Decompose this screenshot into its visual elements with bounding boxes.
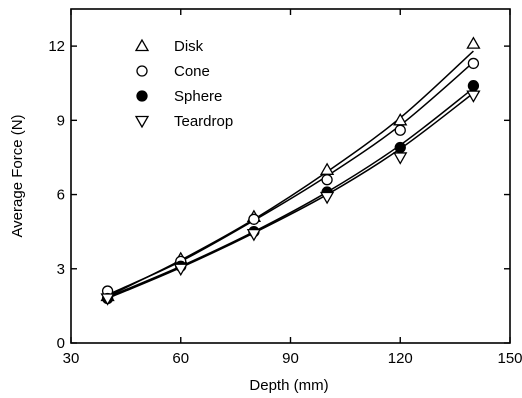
legend-label-disk: Disk: [174, 38, 204, 55]
y-tick-label: 3: [57, 261, 65, 278]
point-teardrop: [319, 191, 335, 205]
axis-ticks: 30 60 90 120 150 0 3 6 9 12: [48, 9, 522, 367]
point-teardrop: [100, 293, 115, 306]
y-tick-label: 6: [57, 187, 65, 204]
legend-marker-disk: [134, 38, 150, 52]
fit-curve-disk: [107, 50, 474, 298]
legend-label-sphere: Sphere: [174, 88, 222, 105]
y-tick-label: 12: [48, 38, 65, 55]
point-cone: [467, 57, 480, 70]
plot-frame: [70, 8, 511, 344]
x-tick-label: 150: [497, 350, 522, 367]
y-axis-title: Average Force (N): [9, 114, 26, 237]
y-tick-label: 9: [57, 112, 65, 129]
fit-curves: [107, 50, 474, 300]
plot-border: [70, 8, 511, 344]
point-cone: [394, 124, 406, 136]
point-disk: [466, 36, 481, 49]
x-axis-title: Depth (mm): [249, 377, 328, 394]
y-tick-label: 0: [57, 335, 65, 352]
fit-curve-sphere: [107, 87, 474, 298]
point-sphere: [394, 141, 406, 154]
x-tick-label: 120: [388, 350, 413, 367]
point-cone: [321, 174, 333, 186]
point-teardrop: [173, 263, 188, 277]
point-cone: [248, 213, 260, 225]
point-teardrop: [246, 228, 262, 242]
legend-label-teardrop: Teardrop: [174, 113, 233, 130]
point-disk: [393, 113, 408, 126]
point-teardrop: [466, 90, 481, 103]
data-points: [100, 36, 481, 306]
fit-curve-cone: [107, 61, 474, 296]
legend-marker-cone: [136, 65, 148, 77]
legend-marker-sphere: [136, 90, 148, 102]
legend-marker-teardrop: [134, 115, 150, 129]
x-tick-label: 90: [282, 350, 299, 367]
legend: Disk Cone Sphere Teardrop: [134, 38, 233, 130]
x-tick-label: 30: [63, 350, 80, 367]
legend-label-cone: Cone: [174, 63, 210, 80]
point-teardrop: [393, 152, 408, 165]
x-tick-label: 60: [172, 350, 189, 367]
point-sphere: [467, 80, 480, 92]
